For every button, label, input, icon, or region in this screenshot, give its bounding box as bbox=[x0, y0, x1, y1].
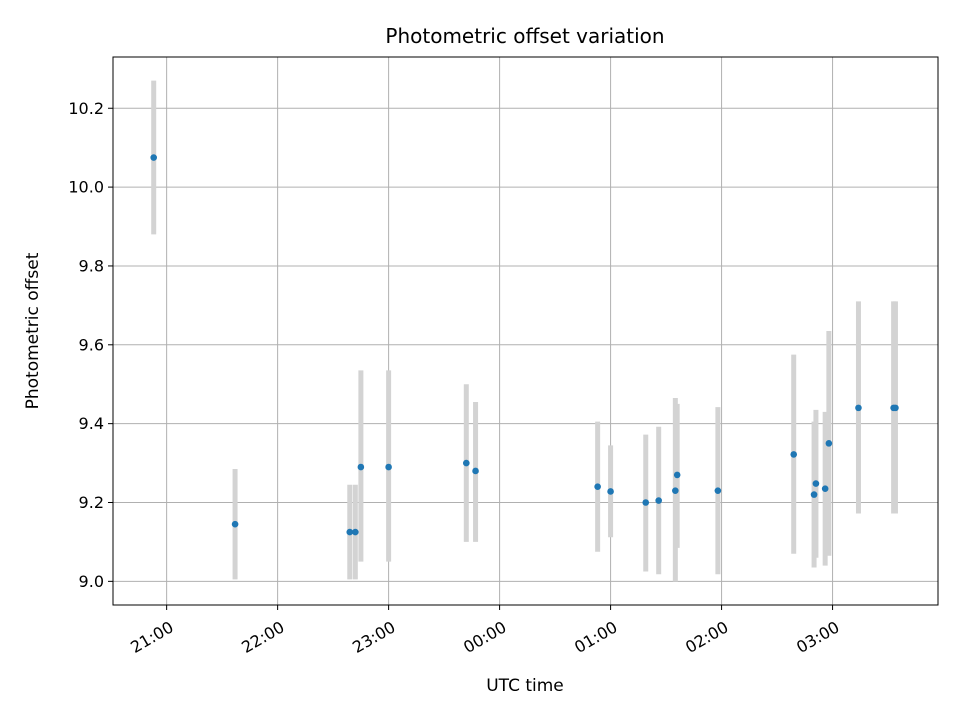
data-point bbox=[714, 487, 722, 494]
data-point bbox=[855, 404, 862, 412]
data-point bbox=[825, 440, 833, 447]
data-point bbox=[821, 485, 829, 492]
data-point bbox=[655, 497, 662, 504]
point-layer bbox=[150, 154, 899, 536]
data-point bbox=[231, 520, 239, 528]
data-point bbox=[642, 499, 650, 506]
data-point bbox=[673, 471, 681, 479]
x-axis-title: UTC time bbox=[486, 676, 564, 696]
y-tick-label: 10.2 bbox=[68, 99, 104, 118]
data-point bbox=[346, 528, 354, 536]
data-point bbox=[472, 467, 479, 475]
data-point bbox=[352, 528, 359, 536]
data-point bbox=[810, 491, 818, 498]
y-tick-label: 9.2 bbox=[79, 493, 104, 512]
grid-layer bbox=[113, 57, 938, 605]
plot-frame bbox=[112, 56, 939, 606]
data-point bbox=[790, 451, 798, 458]
y-axis: 9.0 9.2 9.4 9.6 9.8 10.0 10.2 bbox=[68, 99, 113, 591]
y-tick-label: 9.6 bbox=[79, 335, 104, 354]
y-tick-label: 9.0 bbox=[79, 572, 104, 591]
y-axis-title: Photometric offset bbox=[23, 252, 43, 409]
data-point bbox=[672, 487, 679, 494]
data-point bbox=[150, 154, 157, 161]
data-point bbox=[357, 463, 365, 471]
data-point bbox=[385, 463, 392, 471]
y-tick-label: 10.0 bbox=[68, 178, 104, 197]
y-tick-label: 9.4 bbox=[79, 414, 104, 433]
data-point bbox=[463, 459, 470, 467]
data-point bbox=[607, 488, 614, 495]
data-point bbox=[812, 480, 820, 487]
chart-title: Photometric offset variation bbox=[385, 24, 664, 48]
y-tick-label: 9.8 bbox=[79, 256, 104, 275]
data-point bbox=[594, 483, 601, 491]
data-point bbox=[892, 404, 899, 412]
